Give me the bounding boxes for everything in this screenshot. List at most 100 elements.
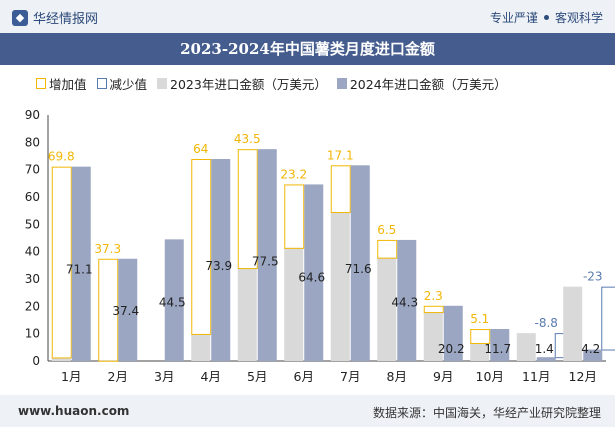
x-tick-label-10: 10月 <box>476 369 504 384</box>
bar-2024-3 <box>164 239 184 361</box>
x-tick-label-11: 11月 <box>522 369 550 384</box>
bar-2024-4 <box>211 159 231 361</box>
footer-website[interactable]: www.huaon.com <box>18 404 130 418</box>
x-tick-label-9: 9月 <box>433 369 453 384</box>
value-label-2024-3: 44.5 <box>159 295 186 309</box>
increase-box-6 <box>284 184 305 249</box>
bar-2024-6 <box>304 184 324 361</box>
legend-swatch-decrease <box>96 77 107 89</box>
change-label-10: 5.1 <box>470 312 489 326</box>
value-label-2024-8: 44.3 <box>391 296 418 310</box>
y-tick-label-9: 90 <box>25 108 40 122</box>
value-label-2024-4: 73.9 <box>205 259 232 273</box>
bar-2024-5 <box>257 149 277 361</box>
bar-2023-4 <box>191 333 211 361</box>
bar-2023-10 <box>470 342 490 361</box>
legend-label-2024: 2024年进口金额（万美元） <box>349 76 507 92</box>
y-tick-label-6: 60 <box>25 190 40 204</box>
change-label-7: 17.1 <box>327 148 354 162</box>
value-label-2024-12: 4.2 <box>581 342 600 356</box>
chart-title: 2023-2024年中国薯类月度进口金额 <box>0 33 615 65</box>
bar-2024-1 <box>71 166 91 361</box>
bar-2023-5 <box>237 268 257 361</box>
x-tick-label-7: 7月 <box>340 369 360 384</box>
y-tick-label-4: 40 <box>25 245 40 259</box>
bar-2024-8 <box>397 239 417 361</box>
legend-label-2023: 2023年进口金额（万美元） <box>170 76 327 92</box>
value-label-2024-9: 20.2 <box>438 342 465 356</box>
bar-2024-9 <box>443 305 463 361</box>
bar-2023-6 <box>284 247 304 361</box>
x-tick-label-3: 3月 <box>154 369 174 384</box>
change-label-9: 2.3 <box>424 289 443 303</box>
legend-item-2023: 2023年进口金额（万美元） <box>157 74 327 93</box>
value-label-2024-5: 77.5 <box>252 255 279 269</box>
y-tick-label-3: 30 <box>25 272 40 286</box>
value-label-2024-7: 71.6 <box>345 262 372 276</box>
legend-item-increase: 增加值 <box>36 74 87 93</box>
y-tick-label-1: 10 <box>25 327 40 341</box>
change-label-11: -8.8 <box>535 316 558 330</box>
y-tick-label-0: 0 <box>32 354 40 368</box>
bar-2024-10 <box>490 329 510 361</box>
footer-source: 数据来源：中国海关，华经产业研究院整理 <box>372 406 601 420</box>
legend-label-increase: 增加值 <box>49 76 87 92</box>
change-label-5: 43.5 <box>234 132 261 146</box>
x-tick-label-6: 6月 <box>294 369 314 384</box>
legend-item-2024: 2024年进口金额（万美元） <box>336 74 507 93</box>
increase-box-5 <box>237 149 258 270</box>
slogan: 专业严谨 客观科学 <box>490 9 603 26</box>
x-tick-label-2: 2月 <box>108 369 128 384</box>
bar-2023-9 <box>423 312 443 361</box>
value-label-2024-6: 64.6 <box>298 271 325 285</box>
brand-logo-icon: ◆ <box>12 9 28 26</box>
brand[interactable]: ◆ 华经情报网 <box>12 8 98 27</box>
change-label-6: 23.2 <box>280 167 307 181</box>
bar-2023-8 <box>377 257 397 361</box>
bar-2023-11 <box>516 333 536 361</box>
increase-box-7 <box>330 165 351 214</box>
y-tick-label-7: 70 <box>25 163 40 177</box>
x-tick-label-5: 5月 <box>247 369 267 384</box>
change-label-8: 6.5 <box>377 223 396 237</box>
decrease-box-12 <box>601 286 615 351</box>
value-label-2024-11: 1.4 <box>535 342 554 356</box>
bar-2024-11 <box>536 357 556 361</box>
increase-box-9 <box>423 305 444 314</box>
legend-item-decrease: 减少值 <box>96 74 148 93</box>
increase-box-10 <box>470 329 491 344</box>
legend-swatch-2023 <box>157 77 168 89</box>
x-tick-label-12: 12月 <box>569 369 597 384</box>
separator-dot-icon <box>543 15 549 20</box>
legend-swatch-increase <box>36 77 46 89</box>
bar-2023-1 <box>51 357 71 361</box>
bar-2023-12 <box>563 286 583 361</box>
bar-2024-2 <box>118 258 138 361</box>
bar-2024-12 <box>583 349 603 361</box>
increase-box-1 <box>51 166 72 359</box>
increase-box-2 <box>98 258 119 362</box>
change-label-4: 64 <box>193 142 208 156</box>
footer: www.huaon.com 数据来源：中国海关，华经产业研究院整理 <box>0 395 615 427</box>
value-label-2024-10: 11.7 <box>484 342 511 356</box>
top-strip: ◆ 华经情报网 专业严谨 客观科学 <box>0 0 615 33</box>
legend-swatch-2024 <box>336 77 347 89</box>
legend-label-decrease: 减少值 <box>109 76 148 92</box>
bar-2023-7 <box>330 212 350 361</box>
brand-name: 华经情报网 <box>33 12 99 27</box>
x-tick-label-8: 8月 <box>387 369 407 384</box>
chart-legend: 增加值 减少值 2023年进口金额（万美元） 2024年进口金额（万美元） <box>36 74 517 92</box>
slogan-right: 客观科学 <box>554 11 603 25</box>
slogan-left: 专业严谨 <box>489 11 538 25</box>
increase-box-4 <box>191 159 212 335</box>
y-tick-label-5: 50 <box>25 217 40 231</box>
y-tick-label-8: 80 <box>25 135 40 149</box>
chart-plot: 0 10 20 30 40 50 60 70 80 90 69.8 71.1 1月 37.3 37.4 2月 4… <box>25 108 615 384</box>
y-tick-label-2: 20 <box>25 299 40 313</box>
value-label-2024-1: 71.1 <box>66 263 93 277</box>
change-label-1: 69.8 <box>48 150 75 164</box>
increase-box-8 <box>377 239 398 259</box>
change-label-12: -23 <box>583 270 603 284</box>
bar-2024-7 <box>350 165 370 361</box>
x-tick-label-4: 4月 <box>201 369 221 384</box>
